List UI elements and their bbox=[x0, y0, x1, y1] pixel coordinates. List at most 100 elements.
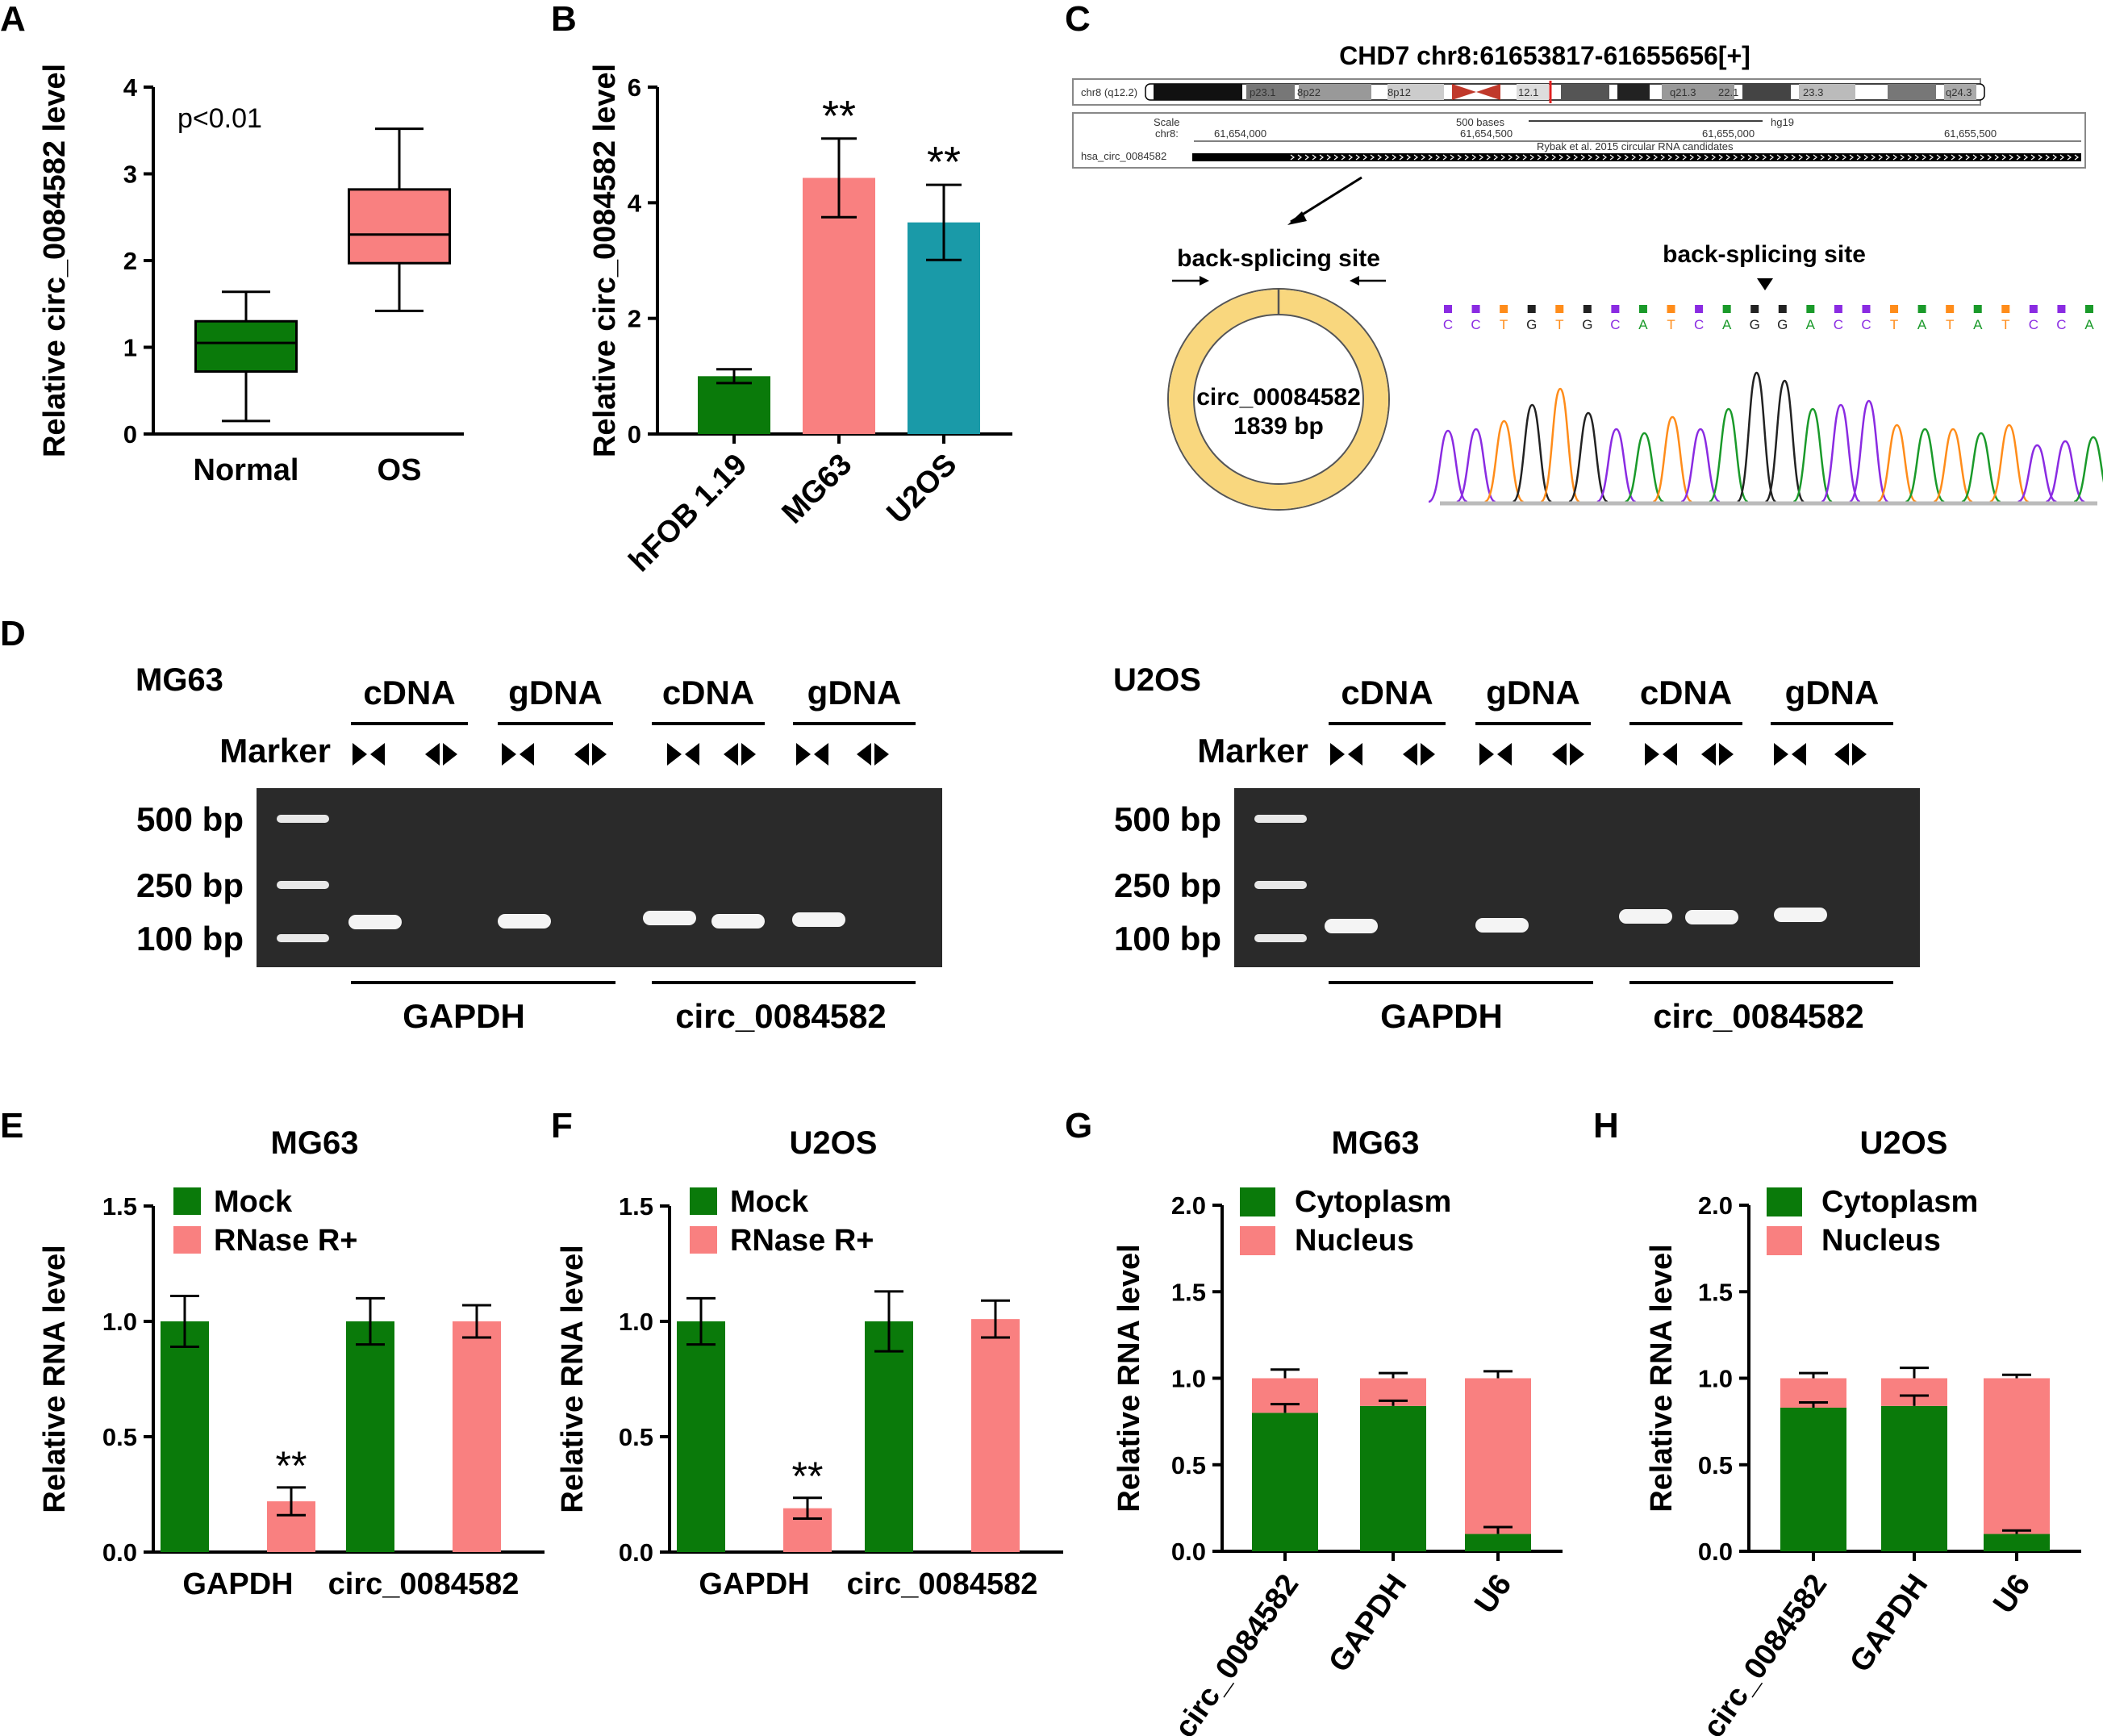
size-label: 100 bp bbox=[136, 920, 244, 958]
x-category-label: circ_0084582 bbox=[1168, 1568, 1305, 1736]
base-color-square bbox=[1778, 305, 1787, 313]
x-category-label: circ_0084582 bbox=[847, 1567, 1038, 1601]
gel-header-gdna: gDNA bbox=[1486, 674, 1580, 712]
divergent-primer-icon bbox=[425, 743, 457, 766]
genome-browser-ideogram: chr8 (q12.2) p23.1 8p22 8p12 12.1 q21.3 … bbox=[1072, 78, 1985, 106]
legend-swatch bbox=[173, 1226, 201, 1254]
pcr-band bbox=[711, 914, 765, 929]
divergent-primer-icon bbox=[724, 743, 756, 766]
gel-marker-label: Marker bbox=[1197, 732, 1308, 770]
base-color-square bbox=[1946, 305, 1955, 313]
marker-band bbox=[277, 934, 329, 942]
convergent-primer-icon bbox=[1774, 743, 1806, 766]
gel-header-gdna: gDNA bbox=[508, 674, 603, 712]
pcr-band bbox=[498, 914, 551, 929]
trace-peak bbox=[1961, 432, 2001, 503]
bar-cytoplasm bbox=[1881, 1405, 1947, 1551]
base-letter: T bbox=[1667, 317, 1675, 332]
base-letter: A bbox=[2084, 317, 2094, 332]
y-axis-label: Relative RNA level bbox=[1112, 1244, 1146, 1512]
pcr-band bbox=[1685, 910, 1738, 924]
base-color-square bbox=[1890, 305, 1899, 313]
y-tick-label: 4 bbox=[123, 73, 138, 102]
trace-peak bbox=[1792, 407, 1833, 503]
convergent-primer-icon bbox=[1645, 743, 1677, 766]
legend-swatch bbox=[173, 1187, 201, 1215]
y-tick-label: 1 bbox=[123, 334, 137, 362]
base-letter: T bbox=[1500, 317, 1508, 332]
base-letter: C bbox=[1834, 317, 1843, 332]
base-color-square bbox=[2057, 305, 2066, 313]
significance-mark: ** bbox=[276, 1443, 307, 1488]
size-label: 500 bp bbox=[1114, 800, 1221, 838]
y-tick-label: 0.5 bbox=[102, 1423, 137, 1451]
chromatogram-trace bbox=[1428, 371, 2103, 506]
y-tick-label: 0.0 bbox=[1698, 1538, 1733, 1566]
bar-cytoplasm bbox=[1984, 1534, 2050, 1551]
panel-c-title: CHD7 chr8:61653817-61655656[+] bbox=[1339, 41, 1750, 70]
base-letter: A bbox=[1917, 317, 1927, 332]
circ-size: 1839 bp bbox=[1233, 413, 1324, 440]
base-letter: C bbox=[1610, 317, 1620, 332]
chart-title: U2OS bbox=[790, 1125, 878, 1161]
position-4: 61,655,500 bbox=[1944, 127, 1997, 140]
trace-peak bbox=[1989, 424, 2030, 503]
pcr-band bbox=[1619, 909, 1672, 924]
x-category-label: U6 bbox=[1468, 1568, 1518, 1620]
trace-peak bbox=[1764, 379, 1805, 503]
gel-header-cdna: cDNA bbox=[1341, 674, 1433, 712]
base-color-square bbox=[2029, 305, 2038, 313]
y-tick-label: 1.5 bbox=[619, 1192, 653, 1221]
y-tick-label: 1.5 bbox=[1171, 1278, 1206, 1306]
trace-peak bbox=[1512, 403, 1553, 503]
base-letter: C bbox=[2056, 317, 2066, 332]
panel-label-e: E bbox=[0, 1106, 23, 1146]
convergent-primer-icon bbox=[353, 743, 385, 766]
convergent-primer-icon bbox=[502, 743, 534, 766]
y-tick-label: 0.5 bbox=[1698, 1451, 1733, 1479]
legend-label: RNase R+ bbox=[730, 1224, 874, 1258]
x-category-label: GAPDH bbox=[1322, 1568, 1413, 1679]
base-letter: C bbox=[2029, 317, 2038, 332]
pcr-band bbox=[792, 912, 845, 927]
trace-peak bbox=[1680, 428, 1721, 503]
p-value-annotation: p<0.01 bbox=[177, 103, 262, 134]
chart-e-rnase-mg63: 0.0 0.5 1.0 1.5 Relative RNA level MG63 Mock RN… bbox=[38, 1125, 545, 1601]
bar-mock bbox=[161, 1321, 209, 1552]
trace-peak bbox=[1483, 419, 1525, 503]
chart-title: MG63 bbox=[271, 1125, 359, 1161]
scale-label: Scale bbox=[1154, 116, 1180, 128]
x-category-label: hFOB 1.19 bbox=[623, 448, 754, 579]
legend-label: Cytoplasm bbox=[1295, 1185, 1451, 1219]
significance-mark: ** bbox=[792, 1454, 824, 1499]
marker-band bbox=[1254, 934, 1307, 942]
gel-header-gdna: gDNA bbox=[1785, 674, 1880, 712]
y-tick-label: 0.0 bbox=[619, 1538, 653, 1567]
x-category-label: U6 bbox=[1987, 1568, 2037, 1620]
y-tick-label: 0.0 bbox=[102, 1538, 137, 1567]
base-color-square bbox=[1695, 305, 1704, 313]
pcr-band bbox=[643, 911, 696, 925]
bar-nucleus bbox=[1984, 1378, 2050, 1534]
convergent-primer-icon bbox=[1330, 743, 1362, 766]
bar-mock bbox=[677, 1321, 725, 1552]
position-2: 61,654,500 bbox=[1460, 127, 1513, 140]
legend-label: Nucleus bbox=[1821, 1224, 1941, 1258]
bar-1 bbox=[803, 177, 875, 434]
trace-peak bbox=[1933, 428, 1973, 503]
base-letter: G bbox=[1750, 317, 1760, 332]
y-tick-label: 3 bbox=[123, 161, 137, 189]
base-color-square bbox=[1444, 305, 1452, 313]
gel-cell-line: MG63 bbox=[136, 662, 223, 698]
y-tick-label: 2 bbox=[123, 247, 137, 275]
divergent-primer-icon bbox=[1403, 743, 1435, 766]
position-3: 61,655,000 bbox=[1702, 127, 1755, 140]
gel-header-cdna: cDNA bbox=[1640, 674, 1732, 712]
band-label-1: p23.1 bbox=[1250, 86, 1276, 98]
y-tick-label: 6 bbox=[628, 73, 641, 102]
y-tick-label: 1.0 bbox=[102, 1308, 137, 1336]
legend-swatch bbox=[1240, 1187, 1275, 1216]
legend-swatch bbox=[1767, 1226, 1802, 1255]
panel-d-gels: MG63 cDNA gDNA cDNA gDNA Marker 500 bp 250 bp 10… bbox=[136, 662, 1920, 1035]
base-color-square bbox=[1862, 305, 1871, 313]
